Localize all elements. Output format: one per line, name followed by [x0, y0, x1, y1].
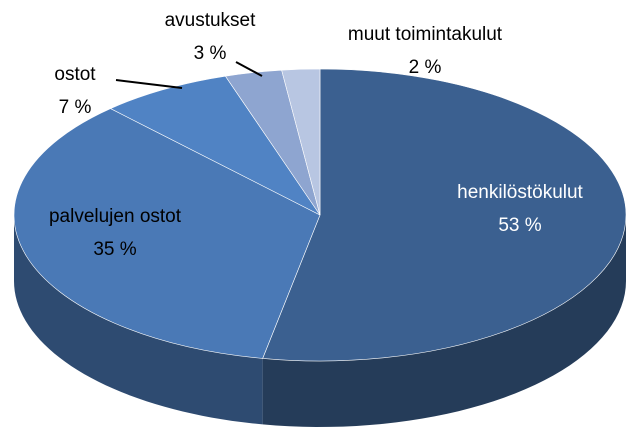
category-label: ostot — [54, 64, 96, 85]
value-label: 7 % — [58, 97, 92, 118]
slice — [109, 75, 321, 216]
data-label: avustukset 3 % — [140, 4, 280, 70]
slice — [281, 68, 321, 216]
category-label: muut toimintakulut — [347, 24, 503, 45]
slice-side — [262, 215, 626, 427]
category-label: avustukset — [164, 10, 256, 31]
leader-line — [115, 79, 183, 89]
value-label: 2 % — [408, 57, 442, 78]
value-label: 3 % — [193, 43, 227, 64]
data-label: muut toimintakulut 2 % — [340, 18, 510, 84]
value-label: 35 % — [93, 239, 137, 260]
value-label: 53 % — [498, 215, 542, 236]
leader-line — [235, 61, 263, 77]
category-label: henkilöstökulut — [457, 182, 583, 203]
pie — [13, 68, 627, 427]
data-label: ostot 7 % — [30, 58, 120, 124]
slice-side — [14, 215, 263, 425]
data-label: henkilöstökulut 53 % — [400, 176, 627, 242]
slice — [262, 68, 627, 362]
category-label: palvelujen ostot — [48, 206, 182, 227]
slice — [13, 108, 321, 359]
data-label: palvelujen ostot 35 % — [0, 200, 230, 266]
